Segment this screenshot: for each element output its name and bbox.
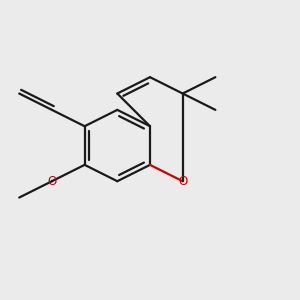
Text: O: O bbox=[178, 175, 187, 188]
Text: O: O bbox=[47, 175, 56, 188]
